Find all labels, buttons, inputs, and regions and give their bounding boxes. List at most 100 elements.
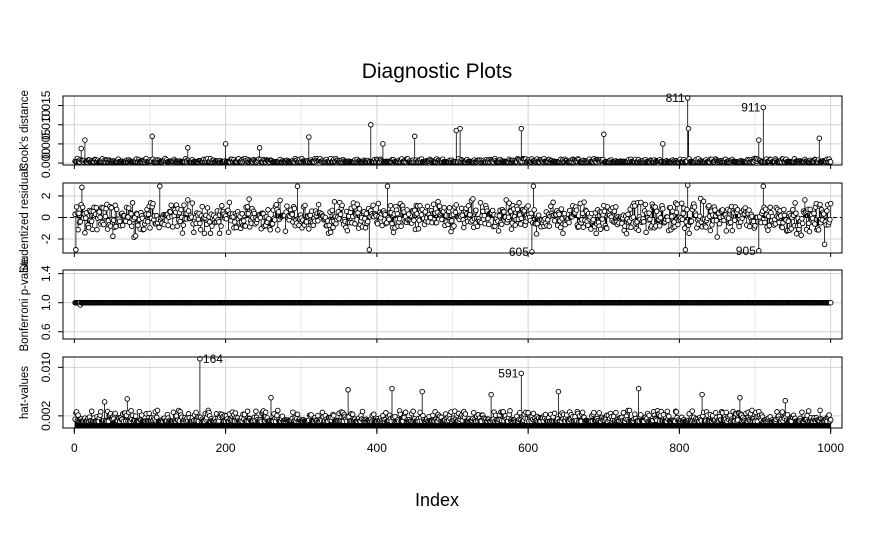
data-point bbox=[470, 196, 476, 202]
data-point bbox=[613, 204, 619, 210]
data-point bbox=[265, 207, 271, 213]
data-point bbox=[486, 221, 492, 228]
data-point bbox=[424, 203, 431, 210]
data-point bbox=[226, 199, 233, 206]
data-point bbox=[150, 200, 156, 207]
data-point bbox=[824, 208, 830, 214]
data-point bbox=[737, 394, 743, 401]
data-point bbox=[686, 230, 692, 237]
data-point bbox=[306, 134, 312, 140]
data-point bbox=[75, 226, 81, 233]
point-label: 905 bbox=[736, 244, 756, 258]
data-point bbox=[706, 202, 712, 209]
data-point bbox=[660, 141, 666, 147]
points-cooks bbox=[72, 95, 834, 165]
data-point bbox=[427, 214, 434, 221]
data-point bbox=[560, 230, 566, 236]
data-point bbox=[262, 409, 269, 416]
data-point bbox=[102, 213, 109, 220]
data-point bbox=[294, 183, 301, 189]
data-point bbox=[245, 210, 252, 217]
data-point bbox=[216, 230, 223, 237]
data-point bbox=[685, 125, 692, 132]
data-point bbox=[673, 409, 680, 415]
data-point bbox=[156, 224, 162, 231]
data-point bbox=[422, 209, 429, 215]
data-point bbox=[419, 388, 425, 395]
panel-studentized: 605 905 -2 0 2 Studentized residuals bbox=[19, 163, 843, 273]
data-point bbox=[329, 207, 335, 214]
panel-hat: 164 591 0.002 0.010 hat-values bbox=[19, 352, 843, 432]
data-point bbox=[579, 409, 586, 416]
data-point bbox=[354, 201, 360, 207]
data-point bbox=[125, 214, 131, 220]
data-point bbox=[821, 211, 827, 217]
data-point bbox=[473, 207, 479, 213]
x-tick-label: 400 bbox=[367, 441, 387, 455]
data-point bbox=[635, 227, 642, 233]
point-label: 911 bbox=[741, 101, 760, 115]
y-axis-label: Cook's distance bbox=[19, 90, 31, 171]
data-point bbox=[611, 208, 618, 215]
data-point bbox=[345, 387, 351, 393]
data-point bbox=[344, 227, 351, 234]
data-point bbox=[827, 159, 834, 165]
data-point bbox=[209, 223, 215, 229]
data-point bbox=[129, 200, 136, 206]
data-point bbox=[646, 412, 652, 419]
data-point bbox=[178, 206, 184, 213]
data-point bbox=[366, 247, 373, 253]
data-point bbox=[792, 200, 798, 206]
data-point bbox=[145, 211, 152, 217]
data-point bbox=[495, 228, 502, 234]
data-point bbox=[467, 211, 473, 218]
data-point bbox=[703, 224, 709, 230]
data-point bbox=[193, 409, 199, 416]
data-point bbox=[398, 223, 404, 229]
data-point bbox=[339, 202, 345, 209]
data-point bbox=[370, 202, 376, 208]
data-point bbox=[643, 229, 649, 236]
data-point bbox=[599, 216, 605, 222]
x-tick-label: 0 bbox=[71, 441, 78, 455]
data-point bbox=[551, 218, 558, 224]
y-tick-label: 2 bbox=[39, 192, 53, 199]
data-point bbox=[446, 205, 453, 211]
data-point bbox=[691, 204, 698, 210]
data-point bbox=[201, 230, 208, 237]
data-point bbox=[411, 133, 418, 140]
data-point bbox=[82, 230, 88, 236]
data-point bbox=[402, 409, 409, 416]
data-point bbox=[752, 223, 758, 229]
data-point bbox=[197, 220, 203, 227]
data-point bbox=[232, 410, 239, 416]
data-point bbox=[798, 232, 804, 239]
data-point bbox=[181, 202, 187, 208]
panel-frame bbox=[62, 95, 843, 166]
data-point bbox=[291, 205, 298, 212]
data-point bbox=[514, 206, 521, 213]
data-point bbox=[411, 217, 417, 224]
data-point bbox=[762, 206, 769, 212]
data-point bbox=[185, 145, 191, 151]
data-point bbox=[596, 410, 602, 416]
data-point bbox=[337, 211, 344, 218]
data-point bbox=[113, 223, 119, 230]
data-point bbox=[265, 215, 272, 222]
data-point bbox=[719, 207, 726, 213]
data-point bbox=[273, 201, 280, 208]
data-point bbox=[660, 205, 666, 212]
data-point bbox=[282, 228, 289, 234]
data-point bbox=[474, 223, 481, 230]
data-point bbox=[268, 394, 274, 401]
data-point bbox=[132, 413, 139, 419]
data-point bbox=[817, 201, 823, 208]
data-point bbox=[555, 388, 562, 395]
data-point bbox=[660, 411, 667, 418]
data-point bbox=[191, 229, 197, 236]
data-point bbox=[688, 218, 695, 224]
data-point bbox=[729, 227, 736, 234]
data-point bbox=[231, 219, 238, 225]
data-point bbox=[363, 210, 370, 217]
data-point bbox=[359, 408, 366, 415]
